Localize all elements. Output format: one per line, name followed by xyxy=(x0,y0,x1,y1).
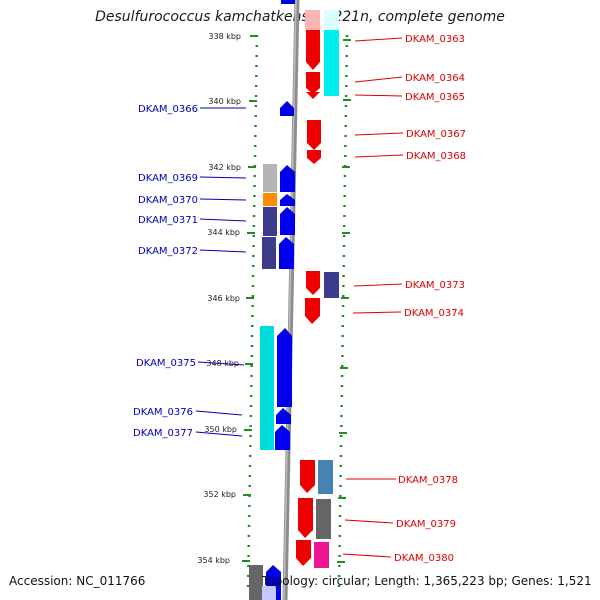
gene-arrow xyxy=(277,328,292,407)
scale-label: 354 kbp xyxy=(197,556,230,565)
gene-label: DKAM_0372 xyxy=(138,246,198,257)
forward-label-lines xyxy=(195,107,247,437)
genome-info-text: Topology: circular; Length: 1,365,223 bp… xyxy=(262,574,592,588)
gene-box xyxy=(263,164,277,192)
gene-arrow xyxy=(276,408,291,424)
forward-strand-boxes xyxy=(249,164,277,600)
gene-label: DKAM_0370 xyxy=(138,195,198,206)
gene-label: DKAM_0374 xyxy=(404,308,464,319)
gene-label: DKAM_0364 xyxy=(405,73,465,84)
genome-backbone-highlight xyxy=(283,0,297,600)
gene-label: DKAM_0373 xyxy=(405,280,465,291)
gene-box xyxy=(305,10,320,30)
reverse-labels: DKAM_0363 DKAM_0364 DKAM_0365 DKAM_0367 … xyxy=(394,34,466,564)
gene-label: DKAM_0368 xyxy=(406,151,466,162)
gene-label: DKAM_0379 xyxy=(396,519,456,530)
gene-box xyxy=(324,30,339,96)
gene-arrow xyxy=(306,92,320,99)
forward-strand-genes xyxy=(266,0,295,600)
gene-arrow xyxy=(275,425,290,450)
gene-box xyxy=(262,237,276,269)
left-scale-ticks xyxy=(242,35,258,562)
gene-box xyxy=(314,542,329,568)
gene-arrow xyxy=(280,207,295,235)
gene-arrow xyxy=(279,237,294,269)
gene-label: DKAM_0380 xyxy=(394,553,454,564)
genome-backbone xyxy=(282,0,300,600)
gene-arrow xyxy=(296,540,311,566)
left-dotted-ring xyxy=(246,34,259,591)
gene-box xyxy=(324,10,339,32)
gene-arrow xyxy=(307,120,321,150)
gene-arrow xyxy=(306,271,320,295)
gene-arrow xyxy=(307,150,321,164)
gene-arrow xyxy=(298,498,313,538)
gene-box xyxy=(263,193,277,206)
gene-label: DKAM_0375 xyxy=(136,358,196,369)
reverse-strand-genes xyxy=(296,10,321,566)
gene-label: DKAM_0365 xyxy=(405,92,465,103)
gene-box xyxy=(260,326,274,450)
gene-label: DKAM_0378 xyxy=(398,475,458,486)
scale-label: 342 kbp xyxy=(208,163,241,172)
gene-arrow xyxy=(281,0,295,4)
gene-box xyxy=(263,207,277,236)
reverse-label-lines xyxy=(342,37,404,558)
map-title: Desulfurococcus kamchatkensis 1221n, com… xyxy=(95,9,505,25)
gene-box xyxy=(262,586,276,600)
gene-label: DKAM_0377 xyxy=(133,428,193,439)
accession-text: Accession: NC_011766 xyxy=(9,574,146,588)
scale-label: 350 kbp xyxy=(204,425,237,434)
gene-arrow xyxy=(280,194,295,206)
gene-arrow xyxy=(306,30,320,70)
gene-box xyxy=(318,460,333,494)
right-scale-ticks xyxy=(337,39,351,563)
gene-label: DKAM_0369 xyxy=(138,173,198,184)
scale-labels: 338 kbp 340 kbp 342 kbp 344 kbp 346 kbp … xyxy=(197,32,241,565)
scale-label: 344 kbp xyxy=(207,228,240,237)
gene-box xyxy=(324,272,339,298)
gene-label: DKAM_0371 xyxy=(138,215,198,226)
gene-label: DKAM_0366 xyxy=(138,104,198,115)
gene-arrow xyxy=(306,72,320,94)
gene-label: DKAM_0367 xyxy=(406,129,466,140)
right-dotted-ring xyxy=(337,34,349,591)
scale-label: 340 kbp xyxy=(208,97,241,106)
scale-label: 338 kbp xyxy=(208,32,241,41)
gene-arrow xyxy=(305,298,320,324)
reverse-strand-boxes xyxy=(314,10,339,568)
scale-label: 346 kbp xyxy=(207,294,240,303)
forward-labels: DKAM_0366 DKAM_0369 DKAM_0370 DKAM_0371 … xyxy=(133,104,198,439)
scale-label: 352 kbp xyxy=(203,490,236,499)
gene-label: DKAM_0376 xyxy=(133,407,193,418)
gene-box xyxy=(316,499,331,539)
gene-label: DKAM_0363 xyxy=(405,34,465,45)
gene-box xyxy=(249,565,263,600)
gene-arrow xyxy=(280,101,294,116)
gene-arrow xyxy=(280,165,295,192)
gene-arrow xyxy=(300,460,315,493)
